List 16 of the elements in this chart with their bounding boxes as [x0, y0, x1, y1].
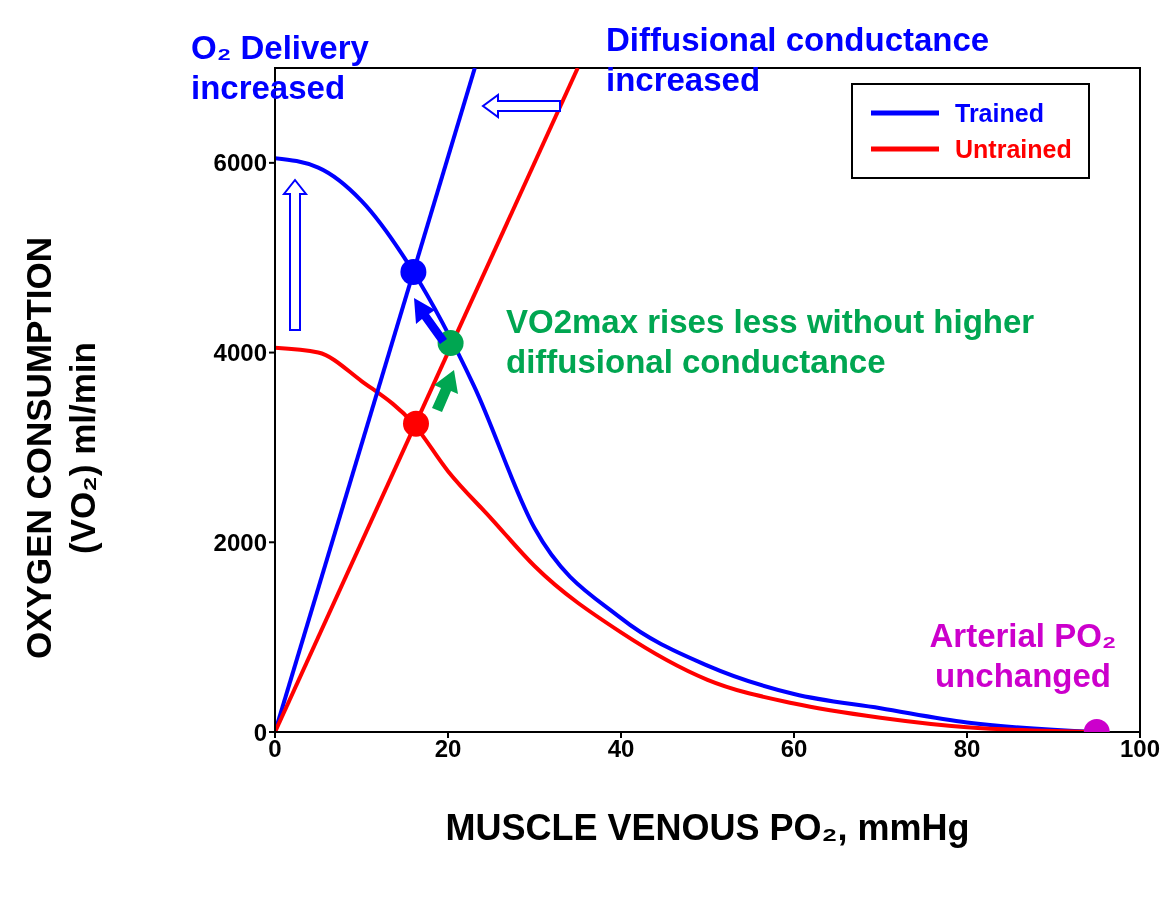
legend-label: Untrained — [954, 133, 1072, 165]
y-tick-label: 0 — [253, 718, 267, 746]
x-tick-label: 20 — [434, 735, 462, 763]
annotation: VO2max rises less without higher diffusional conductance — [506, 302, 1036, 382]
y-axis-title: OXYGEN CONSUMPTION (VO₂) ml/min — [18, 236, 103, 661]
y-tick-label: 4000 — [213, 339, 267, 367]
x-tick-label: 80 — [953, 735, 981, 763]
x-tick-label: 60 — [780, 735, 808, 763]
y-tick-label: 6000 — [213, 149, 267, 177]
x-axis-title: MUSCLE VENOUS PO₂, mmHg — [445, 807, 970, 848]
legend-label: Trained — [954, 97, 1045, 129]
y-tick-label: 2000 — [213, 528, 267, 556]
annotation: Diffusional conductance increased — [606, 20, 991, 100]
annotation: Arterial PO₂ unchanged — [928, 616, 1118, 696]
x-tick-label: 40 — [607, 735, 635, 763]
x-tick-label: 100 — [1119, 735, 1161, 763]
